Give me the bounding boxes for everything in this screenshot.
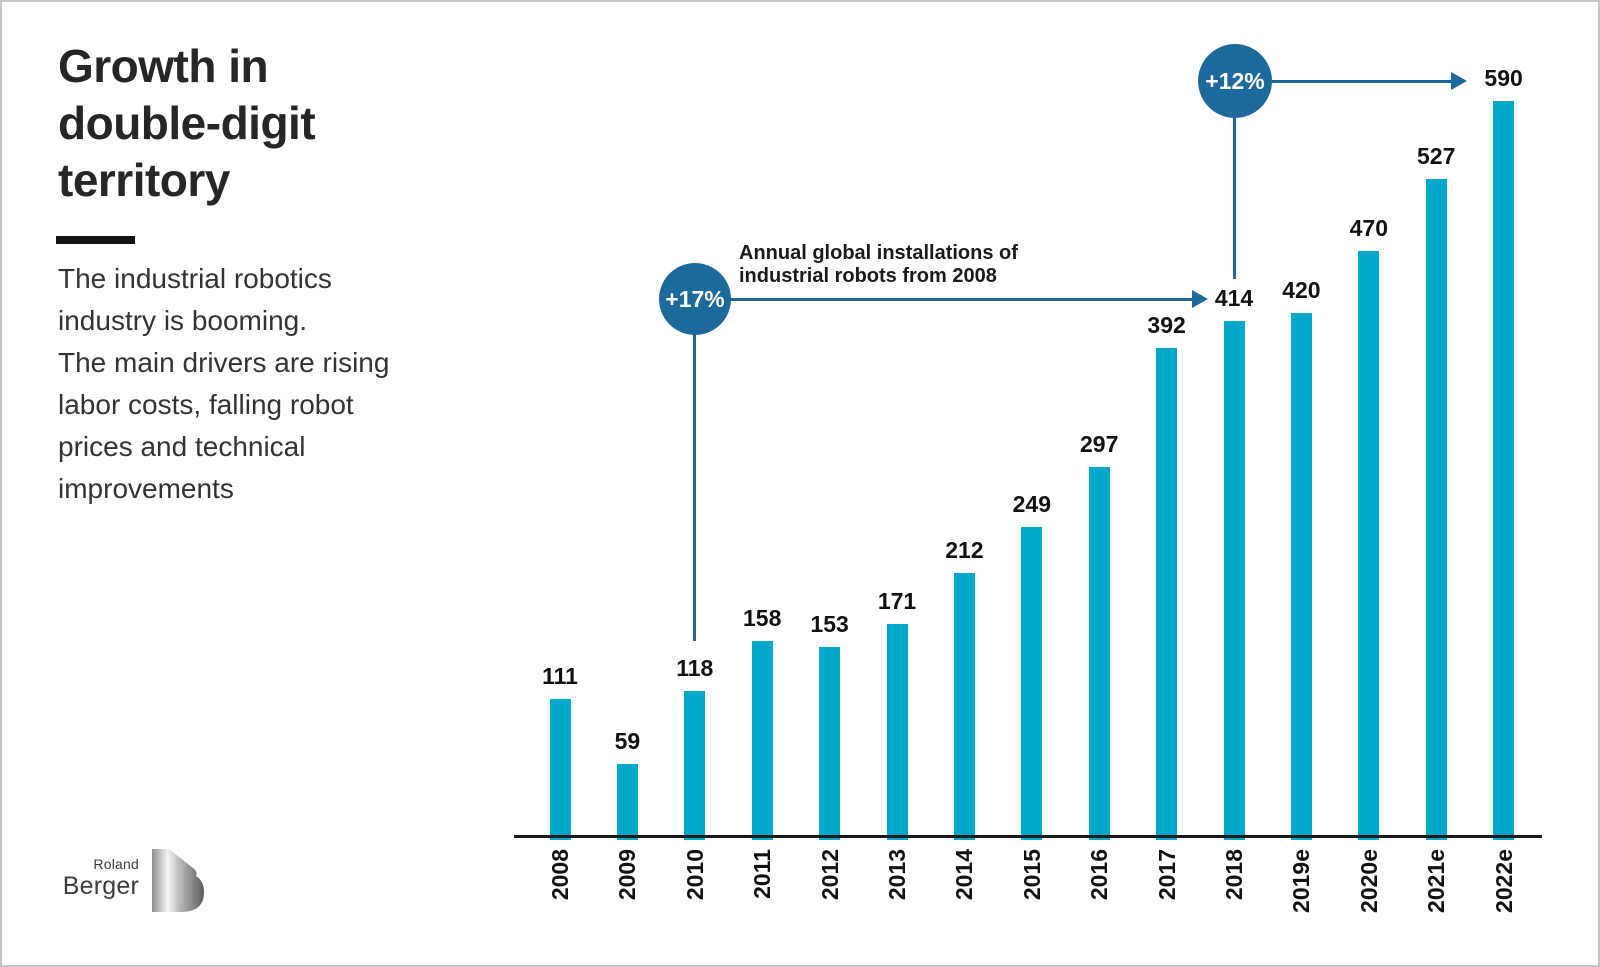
connector-vertical-12: [1233, 116, 1236, 279]
logo-wordmark-bottom: Berger: [62, 872, 139, 900]
bar-value-label: 249: [1012, 490, 1051, 517]
bar-2021e: [1425, 179, 1447, 840]
bar-value-label: 111: [542, 663, 578, 690]
bar-2019e: [1290, 313, 1312, 840]
bar-value-label: 470: [1349, 214, 1388, 241]
bar-value-label: 158: [743, 604, 782, 631]
connector-arrow-line-12: [1270, 80, 1451, 83]
b-monogram-icon: [152, 849, 204, 912]
bar-value-label: 527: [1417, 143, 1456, 170]
x-tick-label: 2010: [681, 849, 708, 901]
x-tick-label: 2016: [1086, 849, 1113, 901]
x-tick-label: 2009: [614, 849, 641, 901]
x-tick-label: 2014: [951, 849, 978, 901]
x-tick-label: 2011: [749, 849, 776, 899]
bar-value-label: 212: [945, 537, 984, 563]
bar-2015: [1021, 526, 1043, 840]
connector-vertical-17: [693, 333, 696, 641]
page-title: Growth in double-digit territory: [58, 40, 316, 206]
chart-subtitle: Annual global installations of industria…: [739, 242, 1018, 287]
bar-value-label: 392: [1147, 312, 1186, 338]
connector-arrow-line-17: [729, 298, 1192, 301]
x-tick-label: 2012: [816, 849, 843, 901]
roland-berger-logo: Roland Berger: [57, 849, 207, 922]
intro-text: The industrial robotics industry is boom…: [58, 263, 390, 504]
x-tick-label: 2019e: [1288, 849, 1315, 913]
bar-2009: [616, 764, 638, 840]
x-tick-label: 2008: [547, 849, 573, 901]
x-tick-label: 2017: [1153, 849, 1180, 901]
bar-2020e: [1358, 250, 1380, 840]
growth-badge-12: +12%: [1198, 44, 1272, 118]
x-tick-label: 2021e: [1423, 849, 1450, 913]
logo-wordmark: Roland Berger: [57, 856, 139, 900]
logo-wordmark-top: Roland: [93, 856, 139, 872]
x-tick-label: 2022e: [1490, 849, 1517, 913]
x-axis-line: [514, 835, 1542, 838]
bar-value-label: 590: [1484, 64, 1523, 91]
bar-2018: [1223, 320, 1245, 840]
bar-2017: [1156, 348, 1178, 840]
bar-value-label: 118: [676, 654, 714, 681]
bar-2011: [751, 640, 773, 840]
x-tick-label: 2018: [1221, 849, 1247, 901]
arrow-head-12: [1451, 72, 1467, 90]
title-underline-rule: [56, 236, 135, 244]
bar-2013: [886, 624, 908, 840]
bar-value-label: 297: [1080, 430, 1119, 457]
bar-value-label: 414: [1214, 284, 1254, 311]
bar-value-label: 153: [810, 610, 849, 637]
bar-2016: [1088, 466, 1110, 840]
bar-2012: [819, 646, 841, 840]
bar-2010: [684, 690, 706, 840]
bar-value-label: 59: [614, 728, 641, 755]
x-tick-label: 2020e: [1355, 849, 1382, 913]
bar-2022e: [1493, 100, 1515, 840]
bar-2014: [953, 573, 975, 840]
bar-2008: [549, 699, 571, 840]
bar-value-label: 420: [1282, 277, 1321, 303]
x-tick-label: 2013: [884, 849, 910, 901]
x-tick-label: 2015: [1018, 849, 1045, 901]
arrow-head-17: [1192, 290, 1208, 308]
bar-value-label: 171: [877, 588, 917, 615]
growth-badge-17: +17%: [659, 263, 731, 335]
